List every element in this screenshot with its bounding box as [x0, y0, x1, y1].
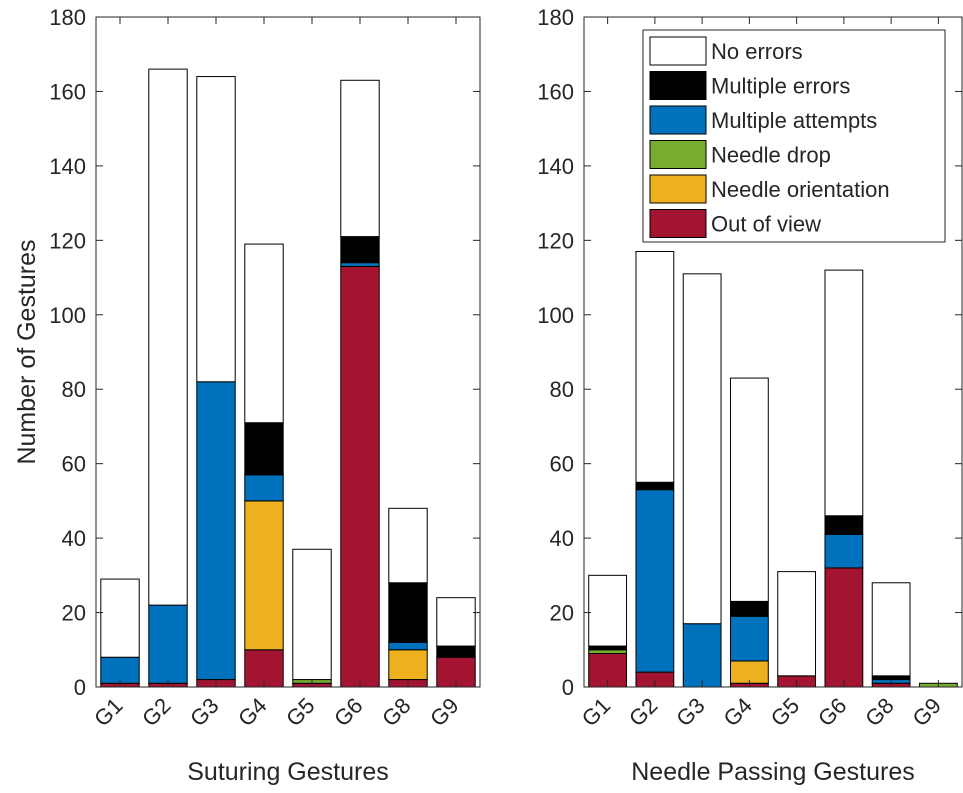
right-bar-g2-multiple-errors	[635, 481, 675, 491]
right-bar-g6-multiple-attempts	[824, 533, 864, 569]
right-bar-g8-no-errors	[871, 582, 911, 677]
right-bar-g3-no-errors	[682, 273, 722, 625]
right-bar-g4-no-errors	[729, 377, 769, 602]
right-bar-g2-multiple-attempts	[635, 489, 675, 673]
legend-label-needle-drop: Needle drop	[711, 143, 831, 168]
right-xtick-label-g4: G4	[718, 693, 756, 731]
right-xtick-label-g5: G5	[766, 693, 804, 731]
left-ytick-label-160: 160	[49, 79, 86, 104]
right-ytick-label-100: 100	[537, 303, 574, 328]
left-ytick-label-80: 80	[62, 377, 86, 402]
left-bar-g4-no-errors	[244, 243, 284, 424]
right-ytick-label-0: 0	[562, 675, 574, 700]
right-xtick-label-g6: G6	[813, 693, 851, 731]
left-bar-g1-multiple-attempts	[100, 656, 140, 684]
left-bar-g4-multiple-attempts	[244, 474, 284, 502]
left-xtick-label-g5: G5	[281, 693, 319, 731]
left-ytick-label-40: 40	[62, 526, 86, 551]
left-bar-g4-multiple-errors	[244, 422, 284, 476]
right-xtick-label-g3: G3	[671, 693, 709, 731]
left-ytick-label-140: 140	[49, 154, 86, 179]
left-xtick-label-g4: G4	[233, 693, 271, 731]
legend-label-needle-orientation: Needle orientation	[711, 177, 890, 202]
right-ytick-label-160: 160	[537, 79, 574, 104]
left-bar-g5-no-errors	[292, 548, 332, 681]
right-bar-g8-multiple-errors	[871, 675, 911, 681]
left-xtick-label-g1: G1	[89, 693, 127, 731]
legend-swatch-needle-drop	[649, 140, 707, 169]
right-bar-g4-needle-orientation	[729, 660, 769, 684]
legend-swatch-multiple-attempts	[649, 105, 707, 135]
legend-label-multiple-attempts: Multiple attempts	[711, 108, 877, 133]
right-xtick-label-g2: G2	[624, 693, 662, 731]
left-bar-g6-multiple-attempts	[340, 262, 380, 267]
right-ytick-label-180: 180	[537, 5, 574, 30]
legend-label-no-errors: No errors	[711, 39, 803, 64]
right-x-axis-title: Needle Passing Gestures	[631, 758, 914, 786]
right-ytick-label-20: 20	[550, 601, 574, 626]
right-xtick-label-g8: G8	[860, 693, 898, 731]
left-bar-g6-no-errors	[340, 79, 380, 238]
left-x-axis-title: Suturing Gestures	[187, 758, 389, 786]
left-ytick-label-180: 180	[49, 5, 86, 30]
legend-swatch-out-of-view	[649, 209, 707, 238]
left-xtick-label-g3: G3	[185, 693, 223, 731]
right-bar-g4-multiple-errors	[729, 600, 769, 617]
right-bar-g6-multiple-errors	[824, 515, 864, 535]
right-bar-g6-no-errors	[824, 269, 864, 517]
left-bar-g9-no-errors	[436, 597, 476, 647]
right-bar-g5-no-errors	[777, 571, 817, 677]
left-ytick-label-60: 60	[62, 452, 86, 477]
legend-swatch-multiple-errors	[649, 71, 707, 100]
left-ytick-label-120: 120	[49, 228, 86, 253]
right-ytick-label-120: 120	[537, 228, 574, 253]
left-bar-g8-no-errors	[388, 507, 428, 584]
left-bar-g2-multiple-attempts	[148, 604, 188, 684]
left-bar-g3-no-errors	[196, 76, 236, 383]
right-xtick-label-g9: G9	[907, 693, 945, 731]
right-ytick-label-40: 40	[550, 526, 574, 551]
legend-label-multiple-errors: Multiple errors	[711, 74, 850, 99]
left-bar-g8-multiple-attempts	[388, 641, 428, 651]
legend-swatch-needle-orientation	[649, 174, 707, 204]
right-ytick-label-80: 80	[550, 377, 574, 402]
left-bar-g3-multiple-attempts	[196, 381, 236, 681]
left-bar-g8-needle-orientation	[388, 649, 428, 681]
right-bar-g1-multiple-errors	[588, 645, 628, 651]
right-bar-g1-no-errors	[588, 574, 628, 647]
right-bar-g6-out-of-view	[824, 567, 864, 688]
left-bar-g9-multiple-errors	[436, 645, 476, 658]
right-ytick-label-140: 140	[537, 154, 574, 179]
left-ytick-label-20: 20	[62, 601, 86, 626]
left-bar-g2-no-errors	[148, 68, 188, 606]
left-bar-g1-no-errors	[100, 578, 140, 658]
left-bar-g6-multiple-errors	[340, 236, 380, 264]
left-xtick-label-g6: G6	[329, 693, 367, 731]
legend-swatch-no-errors	[649, 36, 707, 66]
left-ytick-label-0: 0	[74, 675, 86, 700]
right-bar-g4-multiple-attempts	[729, 615, 769, 662]
left-y-axis-title: Number of Gestures	[13, 239, 41, 464]
right-bar-g2-no-errors	[635, 251, 675, 483]
left-bar-g4-needle-orientation	[244, 500, 284, 651]
left-ytick-label-100: 100	[49, 303, 86, 328]
left-bar-g8-multiple-errors	[388, 582, 428, 643]
left-xtick-label-g8: G8	[377, 693, 415, 731]
left-bar-g6-out-of-view	[340, 265, 380, 688]
left-xtick-label-g2: G2	[137, 693, 175, 731]
legend-label-out-of-view: Out of view	[711, 212, 821, 237]
left-axes-box	[95, 16, 481, 688]
left-xtick-label-g9: G9	[425, 693, 463, 731]
right-bar-g3-multiple-attempts	[682, 623, 722, 688]
right-axes-box	[583, 16, 963, 688]
right-ytick-label-60: 60	[550, 452, 574, 477]
right-xtick-label-g1: G1	[577, 693, 615, 731]
right-bar-g1-needle-drop	[588, 649, 628, 655]
